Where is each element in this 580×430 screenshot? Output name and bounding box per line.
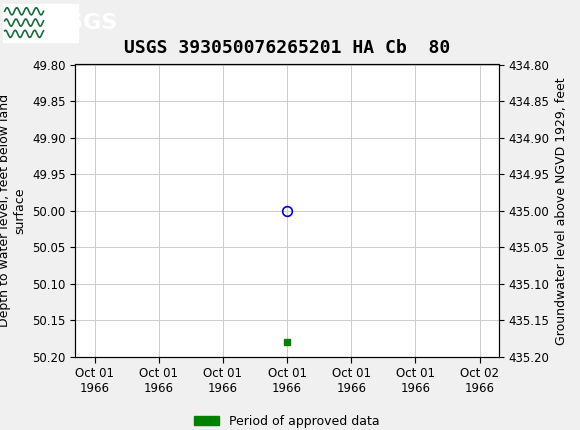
Y-axis label: Depth to water level, feet below land
surface: Depth to water level, feet below land su…	[0, 94, 27, 327]
Y-axis label: Groundwater level above NGVD 1929, feet: Groundwater level above NGVD 1929, feet	[555, 77, 568, 344]
Title: USGS 393050076265201 HA Cb  80: USGS 393050076265201 HA Cb 80	[124, 40, 450, 57]
FancyBboxPatch shape	[3, 3, 78, 42]
Legend: Period of approved data: Period of approved data	[189, 409, 385, 430]
Text: USGS: USGS	[49, 12, 118, 33]
